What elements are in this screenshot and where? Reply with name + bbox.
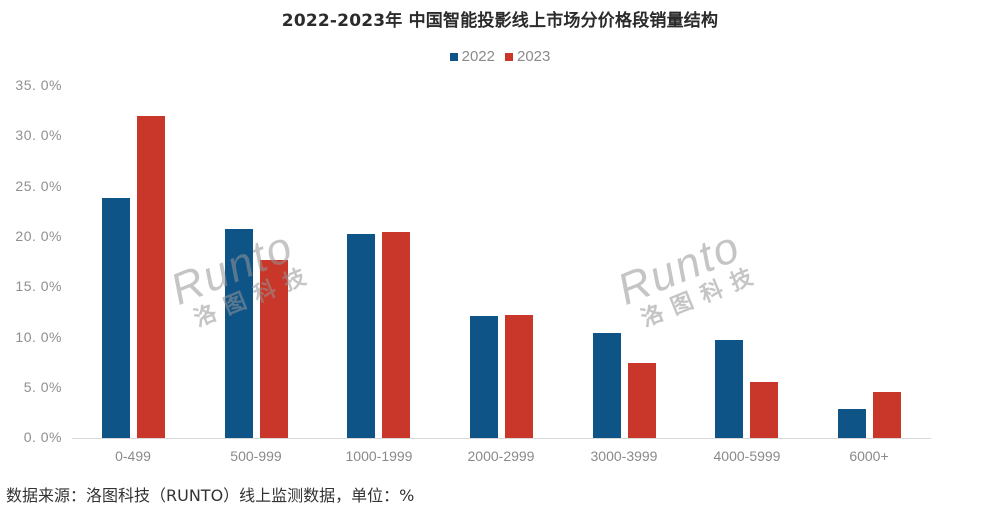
bar-2022-6000+ xyxy=(838,408,867,438)
y-tick-10: 10. 0% xyxy=(15,329,62,345)
x-tick-label: 500-999 xyxy=(230,448,282,464)
y-tick-20: 20. 0% xyxy=(15,228,62,244)
bar-2022-1000-1999 xyxy=(347,233,376,438)
legend-label-2023: 2023 xyxy=(517,48,551,65)
x-tick-label: 6000+ xyxy=(849,448,889,464)
chart-legend: 2022 2023 xyxy=(0,48,1000,65)
bar-2023-0-499 xyxy=(136,116,165,438)
bar-2022-0-499 xyxy=(101,197,130,438)
y-tick-5: 5. 0% xyxy=(23,379,62,395)
x-axis-line xyxy=(72,438,931,439)
y-tick-35: 35. 0% xyxy=(15,77,62,93)
bar-2022-2000-2999 xyxy=(469,316,498,438)
bar-2023-500-999 xyxy=(259,259,288,438)
x-tick-label: 0-499 xyxy=(115,448,151,464)
legend-item-2022: 2022 xyxy=(449,48,495,65)
y-tick-30: 30. 0% xyxy=(15,127,62,143)
chart-title: 2022-2023年 中国智能投影线上市场分价格段销量结构 xyxy=(281,11,719,31)
y-tick-15: 15. 0% xyxy=(15,278,62,294)
bar-2022-3000-3999 xyxy=(592,333,621,438)
legend-label-2022: 2022 xyxy=(461,48,495,65)
bar-2022-4000-5999 xyxy=(715,340,744,438)
bar-2022-500-999 xyxy=(224,228,253,438)
x-tick-label: 3000-3999 xyxy=(590,448,658,464)
x-tick-label: 1000-1999 xyxy=(345,448,413,464)
legend-item-2023: 2023 xyxy=(505,48,550,65)
bar-2023-3000-3999 xyxy=(627,362,656,438)
bar-2023-6000+ xyxy=(873,391,902,438)
x-tick-label: 2000-2999 xyxy=(467,448,535,464)
bar-2023-2000-2999 xyxy=(504,315,533,438)
y-tick-0: 0. 0% xyxy=(23,429,62,445)
y-tick-25: 25. 0% xyxy=(15,178,62,194)
bar-2023-4000-5999 xyxy=(750,381,779,438)
legend-swatch-2023 xyxy=(505,52,513,61)
bar-2023-1000-1999 xyxy=(382,231,411,438)
legend-swatch-2022 xyxy=(449,52,458,61)
data-source-note: 数据来源：洛图科技（RUNTO）线上监测数据，单位：% xyxy=(6,486,415,505)
x-tick-label: 4000-5999 xyxy=(713,448,781,464)
